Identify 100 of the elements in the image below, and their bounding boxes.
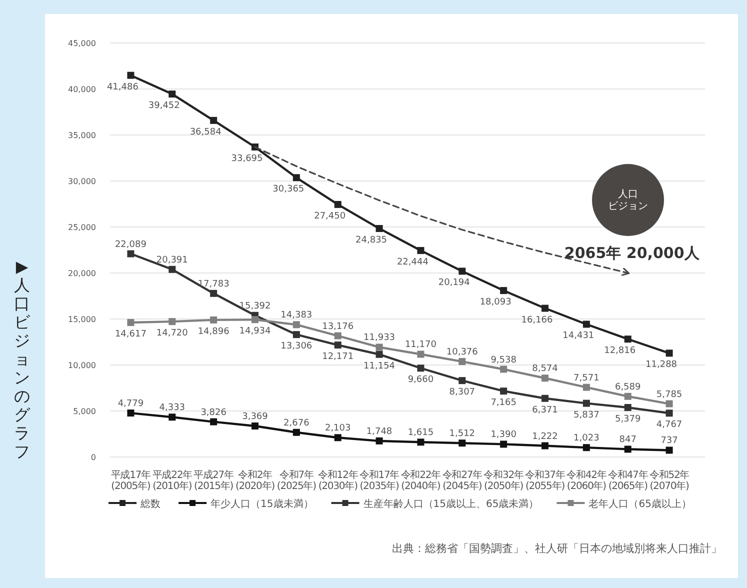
y-tick-label: 5,000 [73,407,96,416]
x-tick-label: 令和32年 (2050年) [484,469,524,492]
data-label: 13,306 [280,342,312,352]
point [292,321,300,328]
data-label: 1,748 [366,426,392,437]
point [252,316,258,324]
data-label: 17,783 [198,279,230,290]
x-tick-label: 平成27年 (2015年) [194,469,234,492]
point [624,336,632,343]
data-label: 14,431 [562,331,594,342]
data-label: 11,170 [404,340,437,350]
y-tick-label: 0 [90,453,96,462]
point [417,364,424,372]
point [624,446,632,453]
data-label: 2,676 [284,418,310,428]
point [376,437,383,444]
data-label: 1,512 [449,429,476,440]
data-label: 13,176 [322,322,354,332]
point [127,410,134,417]
y-tick-label: 40,000 [68,85,96,94]
point [292,428,300,436]
point [582,320,590,328]
chart-title: ▶人口ビジョンのグラフ [14,257,30,461]
data-label: 7,571 [574,373,600,384]
point [168,266,176,273]
point [666,446,673,454]
data-label: 8,574 [532,364,558,374]
point [542,394,548,402]
data-label: 5,379 [614,414,642,425]
y-tick-label: 10,000 [68,361,96,370]
x-tick-label: 令和42年 (2060年) [566,469,607,492]
data-label: 14,896 [198,326,230,337]
point [210,316,218,324]
point [417,438,424,446]
data-label: 11,154 [364,361,396,372]
x-tick-label: 令和47年 (2065年) [608,469,648,492]
point [127,250,134,258]
data-label: 11,933 [364,333,396,344]
data-label: 27,450 [314,211,346,222]
data-label: 3,826 [200,408,227,418]
x-tick-label: 令和17年 (2035年) [359,469,400,492]
point [500,366,508,373]
point [334,342,342,349]
point [127,319,134,326]
point [542,442,548,450]
point [292,331,300,338]
point [127,72,134,79]
point [500,287,508,294]
data-label: 22,444 [396,258,429,268]
data-label: 12,816 [604,346,636,356]
point [168,318,176,326]
point [168,90,176,98]
point [210,418,218,426]
point [376,350,383,358]
source-note: 出典：総務省「国勢調査」、社人研「日本の地域別将来人口推計」 [392,542,722,555]
data-label: 4,767 [656,420,682,430]
point [292,174,300,182]
data-label: 3,369 [242,412,268,422]
data-label: 14,720 [156,328,188,339]
x-tick-label: 平成17年 (2005年) [110,469,152,492]
data-label: 14,617 [114,330,146,340]
point [458,440,466,447]
data-label: 5,785 [656,390,682,400]
x-tick-label: 令和12年 (2030年) [318,469,358,492]
data-label: 1,222 [532,432,558,442]
point [210,116,218,124]
point [168,414,176,421]
data-label: 847 [619,435,636,446]
data-label: 20,194 [438,278,470,288]
point [334,332,342,340]
data-label: 15,392 [239,301,271,312]
point [666,400,673,408]
data-label: 24,835 [356,236,388,246]
point [582,444,590,452]
data-label: 39,452 [148,101,180,112]
point [624,392,632,400]
data-label: 14,383 [280,310,312,321]
data-label: 6,589 [614,382,642,392]
data-label: 9,538 [490,355,517,366]
data-label: 36,584 [190,127,222,138]
x-tick-label: 令和52年 (2070年) [649,469,690,492]
point [376,344,383,351]
data-label: 14,934 [239,326,272,337]
point [252,422,258,430]
point [582,400,590,407]
data-label: 22,089 [114,240,147,250]
data-label: 4,333 [159,403,186,414]
point [334,434,342,442]
y-tick-label: 20,000 [68,269,96,278]
data-label: 30,365 [272,184,304,195]
x-tick-label: 令和2年 (2020年) [235,469,276,492]
point [417,247,424,254]
y-tick-label: 25,000 [68,223,96,232]
data-label: 11,288 [646,360,678,370]
data-label: 16,166 [521,315,554,326]
data-label: 7,165 [490,398,516,408]
point [582,384,590,391]
point [458,377,466,384]
data-label: 6,371 [532,405,558,416]
data-label: 2,103 [324,424,351,434]
